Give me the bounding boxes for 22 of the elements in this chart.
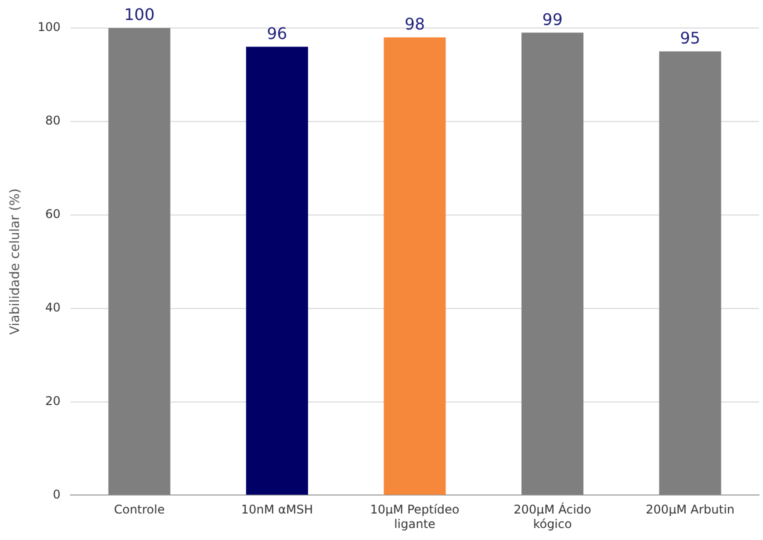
data-label: 96 xyxy=(266,24,288,43)
y-tick-label: 0 xyxy=(52,487,61,502)
bar xyxy=(521,32,584,495)
y-tick-label: 40 xyxy=(45,300,61,314)
data-label: 100 xyxy=(124,5,155,24)
x-tick-label: 200µM Ácido kógico xyxy=(514,502,592,531)
y-tick-label: 100 xyxy=(38,20,61,34)
x-tick-label: 10µM Peptídeo ligante xyxy=(370,502,460,531)
y-axis-title: Viabilidade celular (%) xyxy=(8,188,24,335)
x-tick-label: 10nM αMSH xyxy=(241,502,314,517)
y-tick-label: 60 xyxy=(45,207,61,222)
data-label: 99 xyxy=(542,10,563,29)
x-tick-label: Controle xyxy=(114,502,165,517)
data-label: 98 xyxy=(404,14,425,34)
bar xyxy=(384,37,446,495)
y-tick-label: 20 xyxy=(45,394,61,408)
bar xyxy=(108,28,170,495)
data-label: 95 xyxy=(680,28,700,48)
bar xyxy=(246,46,308,495)
bar xyxy=(659,51,722,495)
y-tick-label: 80 xyxy=(45,114,61,128)
x-tick-label: 200µM Arbutin xyxy=(646,502,735,517)
